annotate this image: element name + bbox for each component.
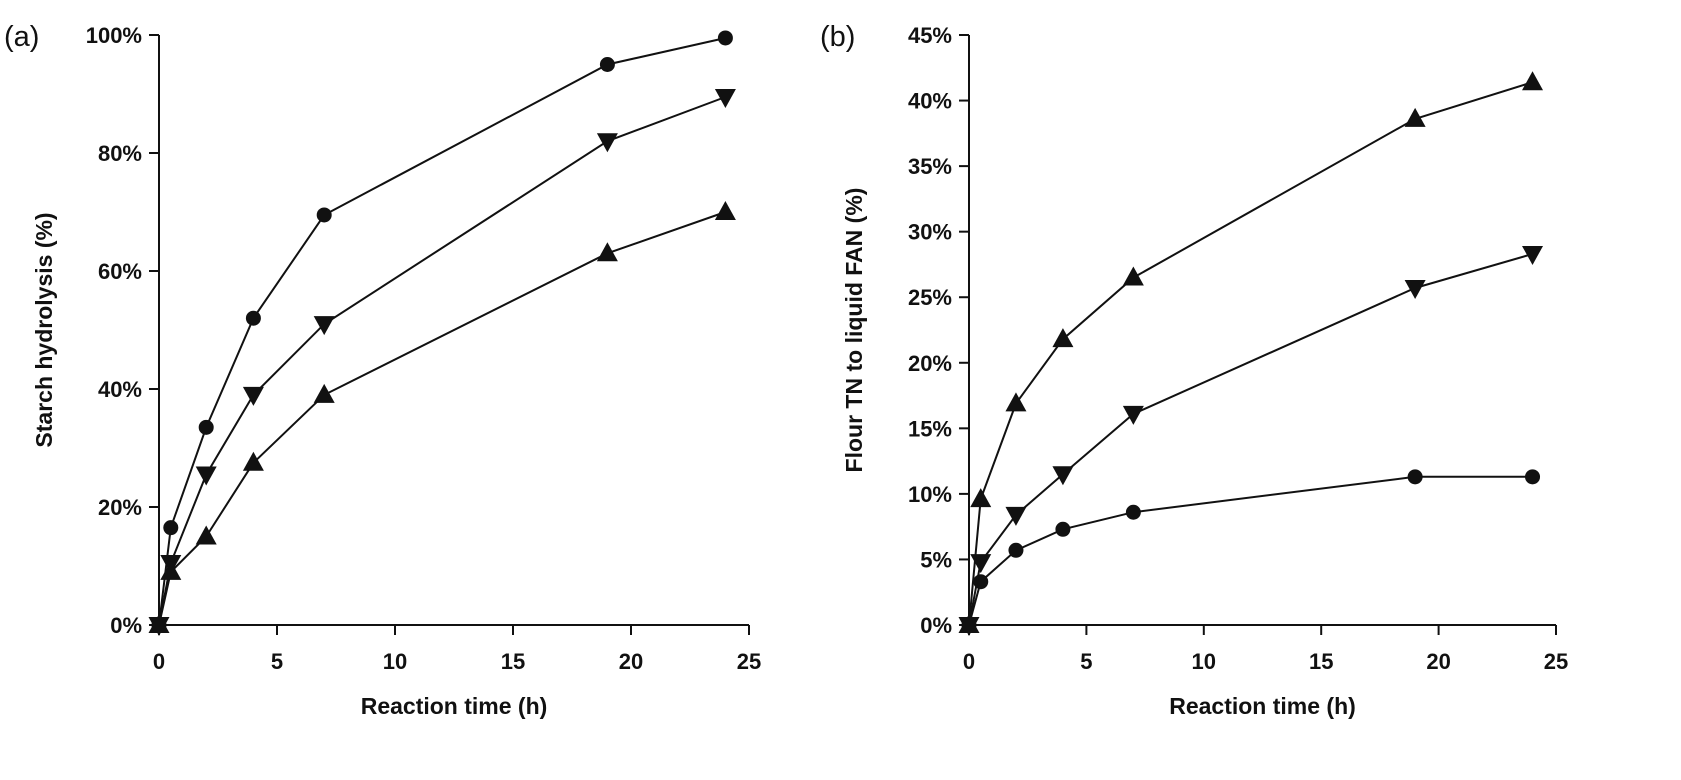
data-point-triangle-up [1052,328,1074,348]
chart-panel-a: (a) 0 5 10 15 20 25 0% 20% 40% 60% 80% 100% Reaction … [4,21,761,719]
data-point-triangle-up [1522,71,1544,91]
x-tick-label: 25 [1544,649,1568,674]
y-tick-label: 35% [908,154,952,179]
data-point-triangle-down [242,386,264,406]
data-point-triangle-down [1522,245,1544,265]
x-tick-label: 15 [1309,649,1333,674]
x-axis-title: Reaction time (h) [361,693,548,719]
data-point-triangle-up [160,560,182,580]
y-tick-label: 25% [908,285,952,310]
data-point-circle [599,57,615,72]
data-point-triangle-down [313,316,335,336]
data-point-circle [1125,504,1141,520]
y-tick-label: 0% [110,613,142,638]
x-tick-label: 25 [737,649,761,674]
data-point-circle [316,207,332,223]
series-triangle-up [148,201,736,633]
data-point-triangle-up [1122,266,1144,286]
data-point-triangle-down [714,88,736,108]
series-line [158,37,726,626]
y-tick-label: 5% [920,547,952,572]
y-axis-title: Starch hydrolysis (%) [31,212,57,447]
data-point-triangle-up [596,242,618,262]
data-point-circle [1525,469,1541,485]
data-point-triangle-up [195,525,217,545]
data-point-triangle-up [958,614,980,633]
series-line [968,81,1533,626]
data-point-triangle-down [1005,506,1027,526]
y-tick-label: 40% [98,377,142,402]
panel-label: (b) [820,21,855,53]
y-tick-label: 80% [98,141,142,166]
x-axis-title: Reaction time (h) [1169,693,1356,719]
data-point-triangle-up [242,451,264,471]
x-tick-label: 0 [963,649,975,674]
y-tick-label: 0% [920,613,952,638]
x-tick-label: 5 [1080,649,1092,674]
chart-panel-b: (b) 0 5 10 15 20 25 0% 5% 10% 15% 20% 25% 30% 35% 40% 45… [820,21,1568,719]
data-point-circle [717,30,733,46]
data-point-triangle-down [1404,280,1426,300]
series-line [158,211,726,626]
y-tick-label: 45% [908,23,952,48]
series-triangle-up [958,71,1544,633]
y-tick-label: 30% [908,220,952,245]
y-tick-label: 40% [908,89,952,114]
data-point-triangle-up [970,488,992,508]
data-point-triangle-up [1005,392,1027,412]
y-tick-label: 15% [908,416,952,441]
x-tick-label: 15 [501,649,525,674]
y-tick-label: 10% [908,482,952,507]
y-axis-title: Flour TN to liquid FAN (%) [841,188,867,473]
data-point-circle [245,310,261,326]
x-tick-label: 20 [1426,649,1450,674]
x-tick-label: 5 [271,649,283,674]
data-point-circle [1407,469,1423,485]
y-tick-label: 100% [86,23,142,48]
data-point-circle [1008,542,1024,558]
data-point-circle [163,520,179,536]
data-point-triangle-up [714,201,736,220]
data-point-triangle-down [195,466,217,486]
y-tick-label: 20% [908,351,952,376]
series-triangle-down [958,245,1544,636]
data-point-circle [198,419,214,435]
series-circle [961,469,1541,633]
panel-label: (a) [4,21,39,53]
data-point-triangle-up [148,614,170,633]
x-tick-label: 20 [619,649,643,674]
data-point-triangle-down [1122,405,1144,425]
x-tick-label: 0 [153,649,165,674]
data-point-triangle-up [313,383,335,403]
series-line [968,253,1533,626]
x-tick-label: 10 [1192,649,1216,674]
series-line [158,96,726,626]
data-point-triangle-down [1052,466,1074,486]
series-triangle-down [148,88,736,636]
data-point-triangle-down [596,133,618,153]
series-circle [151,30,733,633]
data-point-circle [1055,521,1071,537]
y-tick-label: 60% [98,259,142,284]
y-tick-label: 20% [98,495,142,520]
series-line [968,475,1533,626]
x-tick-label: 10 [383,649,407,674]
data-point-triangle-up [1404,107,1426,127]
